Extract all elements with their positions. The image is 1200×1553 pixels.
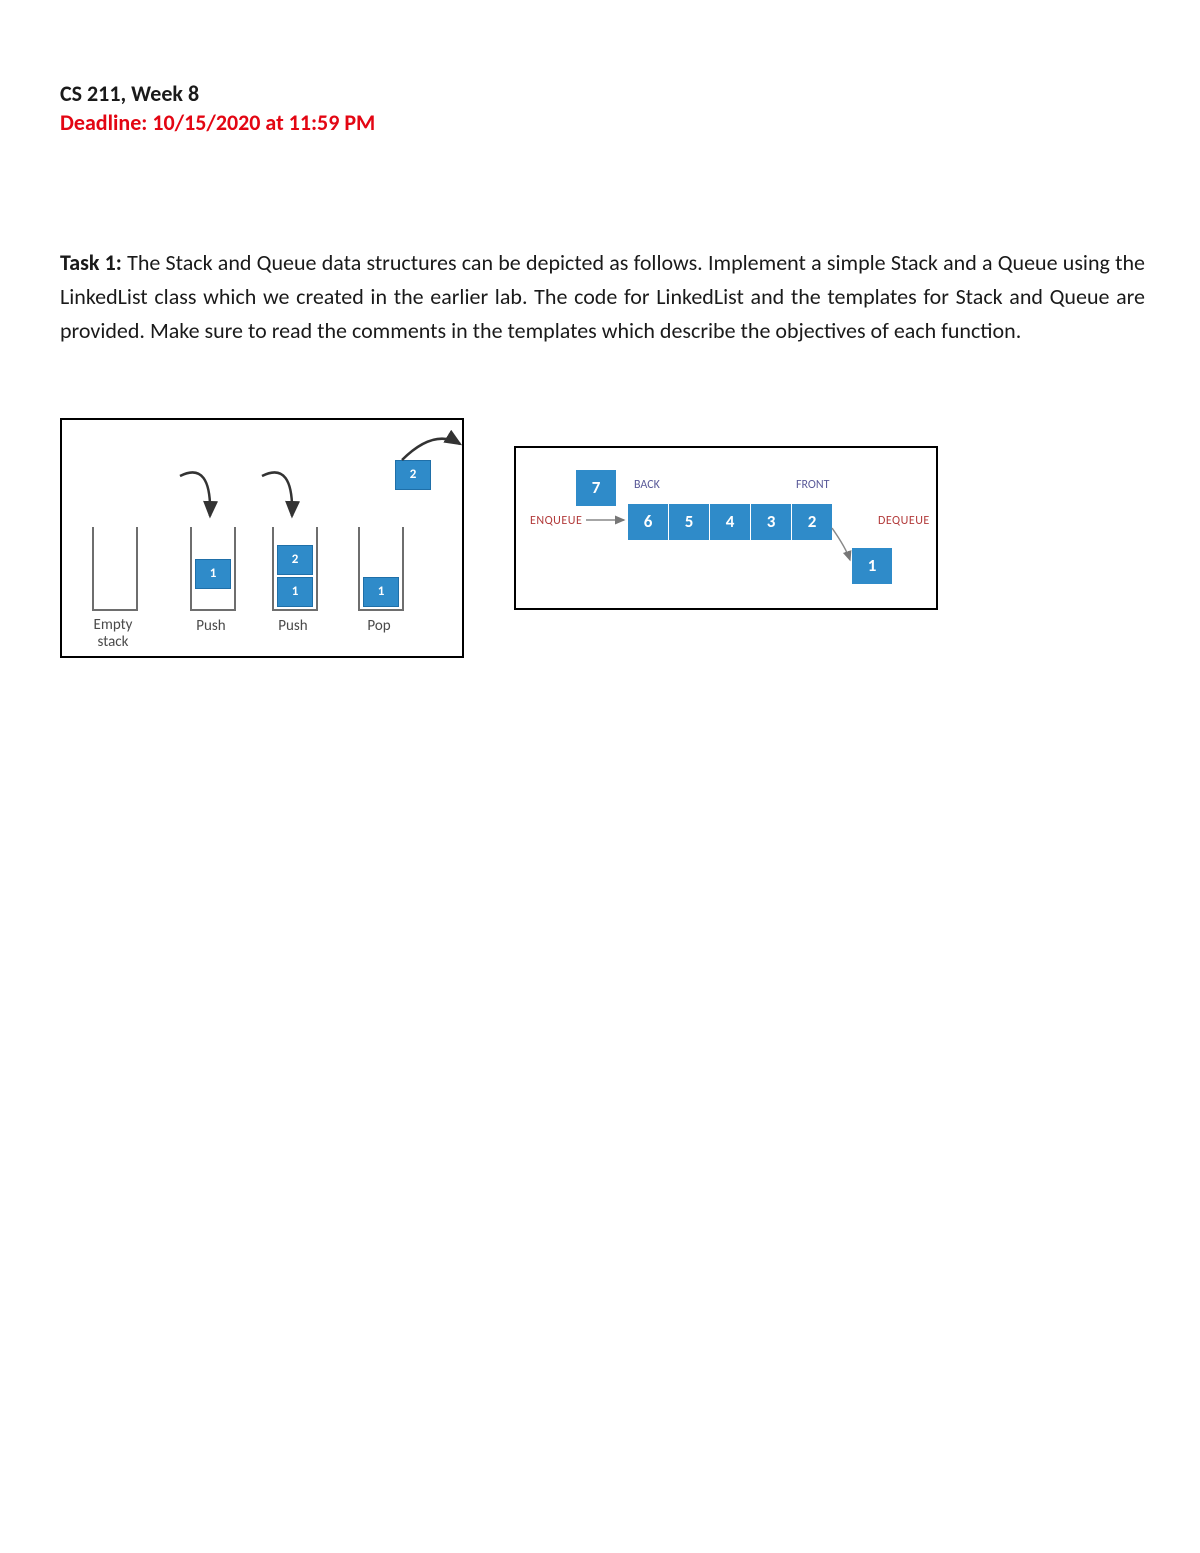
page: CS 211, Week 8 Deadline: 10/15/2020 at 1… <box>0 0 1200 738</box>
queue-dequeue-label: DEQUEUE <box>878 514 930 528</box>
stack-bucket <box>92 527 138 611</box>
stack-col-pop: 1 <box>358 527 404 611</box>
queue-enqueue-block: 7 <box>576 470 616 506</box>
stack-label-push1: Push <box>176 618 246 635</box>
stack-diagram: Emptystack 1 Push 1 2 Push 1 <box>60 418 464 658</box>
stack-col-empty <box>92 527 138 611</box>
queue-block: 6 <box>628 504 668 540</box>
deadline-text: Deadline: 10/15/2020 at 11:59 PM <box>60 109 1145 136</box>
stack-label-push2: Push <box>258 618 328 635</box>
course-title: CS 211, Week 8 <box>60 80 1145 107</box>
stack-bucket: 1 <box>358 527 404 611</box>
stack-bucket: 1 2 <box>272 527 318 611</box>
stack-bucket: 1 <box>190 527 236 611</box>
stack-block: 2 <box>277 545 313 575</box>
stack-block: 1 <box>277 577 313 607</box>
diagram-row: Emptystack 1 Push 1 2 Push 1 <box>60 418 1145 658</box>
queue-block: 4 <box>710 504 750 540</box>
queue-front-label: FRONT <box>796 478 829 492</box>
task-label: Task 1: <box>60 249 122 276</box>
task-body: The Stack and Queue data structures can … <box>60 249 1145 344</box>
stack-block: 1 <box>195 559 231 589</box>
stack-col-push1: 1 <box>190 527 236 611</box>
queue-dequeue-block: 1 <box>852 548 892 584</box>
queue-block: 2 <box>792 504 832 540</box>
stack-col-push2: 1 2 <box>272 527 318 611</box>
stack-popped-block: 2 <box>395 460 431 490</box>
queue-block: 3 <box>751 504 791 540</box>
queue-block: 5 <box>669 504 709 540</box>
stack-label-pop: Pop <box>344 618 414 635</box>
stack-block: 1 <box>363 577 399 607</box>
queue-enqueue-label: ENQUEUE <box>530 514 582 528</box>
task-paragraph: Task 1: The Stack and Queue data structu… <box>60 246 1145 348</box>
stack-label-empty: Emptystack <box>78 617 148 650</box>
queue-back-label: BACK <box>634 478 660 492</box>
queue-diagram: BACK FRONT ENQUEUE DEQUEUE 7 6 5 4 3 2 1 <box>514 446 938 610</box>
